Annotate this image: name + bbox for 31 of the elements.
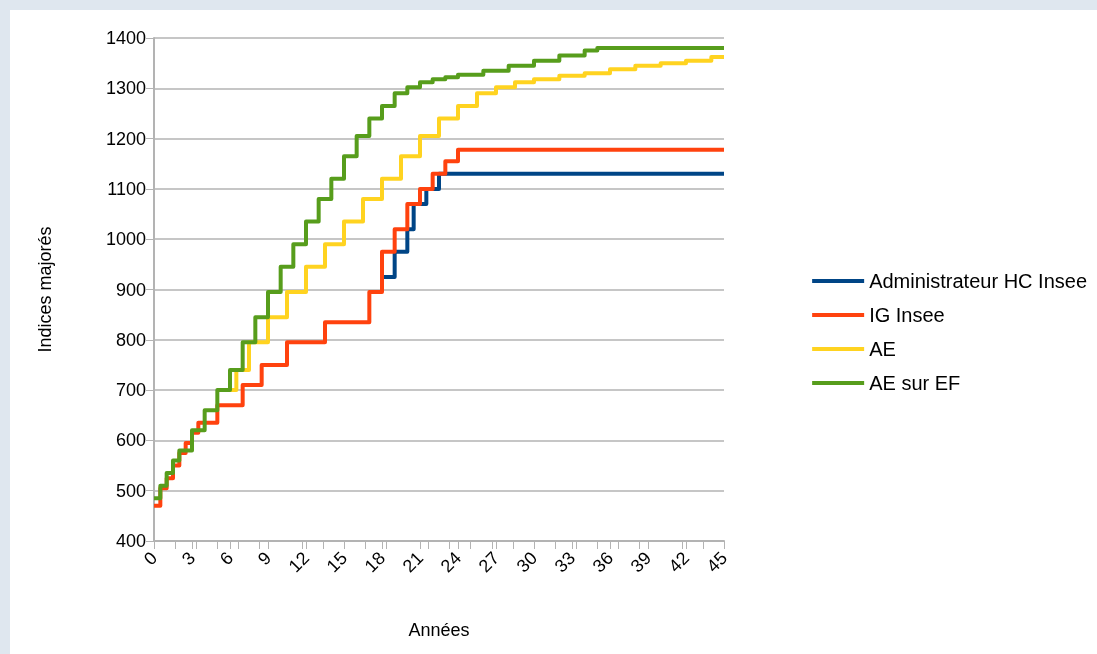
y-tick-label: 1200 <box>105 128 146 149</box>
y-tick-label: 900 <box>115 279 146 300</box>
x-tick-label: 18 <box>360 547 390 577</box>
x-tick-label: 24 <box>436 547 466 577</box>
x-tick-label: 27 <box>474 547 504 577</box>
y-tick-label: 1400 <box>105 28 146 48</box>
x-tick-label: 15 <box>322 547 352 577</box>
x-tick-label: 21 <box>398 547 428 577</box>
y-axis-title: Indices majorés <box>35 226 55 353</box>
legend-label: Administrateur HC Insee <box>869 270 1088 292</box>
y-tick-label: 600 <box>115 430 146 451</box>
legend-label: AE sur EF <box>869 372 961 394</box>
x-tick-label: 36 <box>588 547 618 577</box>
legend-label: IG Insee <box>869 304 945 326</box>
y-tick-label: 800 <box>115 329 146 350</box>
x-tick-label: 33 <box>550 547 580 577</box>
x-tick-label: 3 <box>177 547 200 570</box>
x-tick-label: 42 <box>664 547 694 577</box>
y-tick-label: 1300 <box>105 78 146 99</box>
y-tick-label: 1100 <box>107 178 146 199</box>
x-tick-label: 9 <box>253 547 276 570</box>
x-axis-title: Années <box>408 620 470 640</box>
x-tick-label: 6 <box>215 547 238 570</box>
y-tick-label: 1000 <box>105 229 146 250</box>
x-tick-label: 45 <box>702 547 732 577</box>
x-tick-label: 12 <box>284 547 314 577</box>
y-tick-label: 700 <box>115 380 146 401</box>
x-tick-label: 39 <box>626 547 656 577</box>
y-tick-label: 500 <box>115 480 146 501</box>
legend-label: AE <box>869 338 896 360</box>
x-tick-label: 30 <box>512 547 542 577</box>
